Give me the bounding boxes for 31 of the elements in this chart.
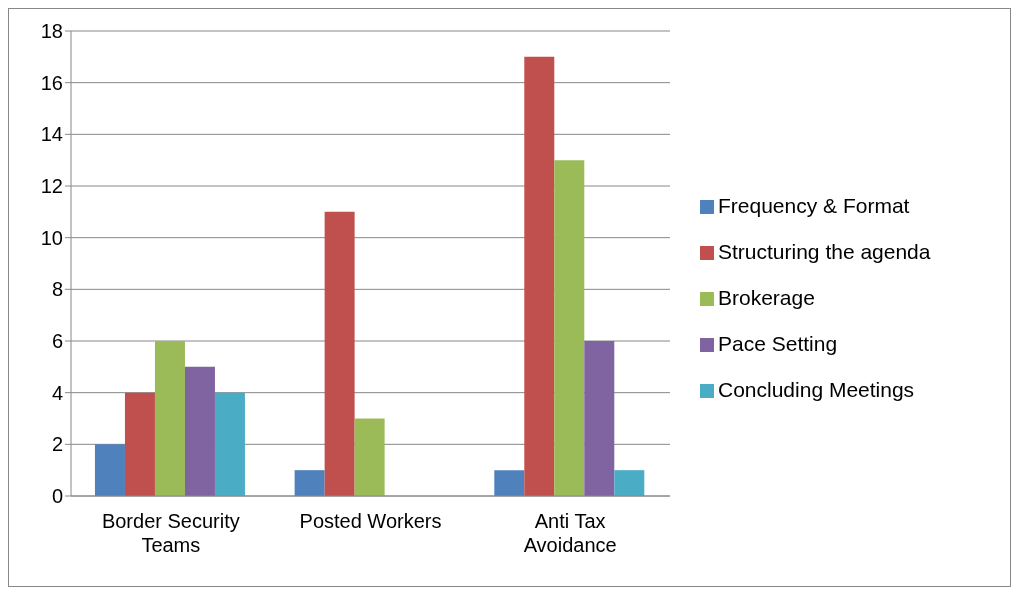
bar	[524, 56, 555, 496]
y-tick-label: 4	[51, 381, 63, 404]
bar	[154, 341, 185, 496]
bar	[554, 160, 585, 496]
y-tick-label: 6	[51, 330, 63, 353]
bar	[124, 392, 155, 496]
x-tick-label: Posted Workers	[299, 510, 442, 532]
y-tick-label: 0	[51, 485, 63, 508]
x-tick-label: Border Security Teams	[101, 510, 240, 556]
bar	[184, 366, 215, 496]
bar	[214, 392, 245, 496]
y-tick-label: 8	[51, 278, 63, 301]
bar	[584, 341, 615, 496]
legend-label: Frequency & Format	[718, 193, 910, 217]
y-tick-label: 10	[40, 226, 63, 249]
legend-label: Concluding Meetings	[718, 377, 915, 401]
bar	[294, 470, 325, 496]
legend-label: Brokerage	[718, 285, 815, 309]
bar	[354, 418, 385, 496]
y-tick-label: 12	[40, 175, 63, 198]
bar	[494, 470, 525, 496]
y-tick-label: 18	[40, 20, 63, 43]
bar	[94, 444, 125, 496]
legend-label: Structuring the agenda	[718, 239, 931, 263]
legend-label: Pace Setting	[718, 331, 838, 355]
bar	[324, 211, 355, 496]
x-tick-label: Anti Tax Avoidance	[523, 510, 617, 556]
bar	[614, 470, 645, 496]
y-tick-label: 16	[40, 71, 63, 94]
y-tick-label: 2	[51, 433, 63, 456]
y-tick-label: 14	[40, 123, 63, 146]
